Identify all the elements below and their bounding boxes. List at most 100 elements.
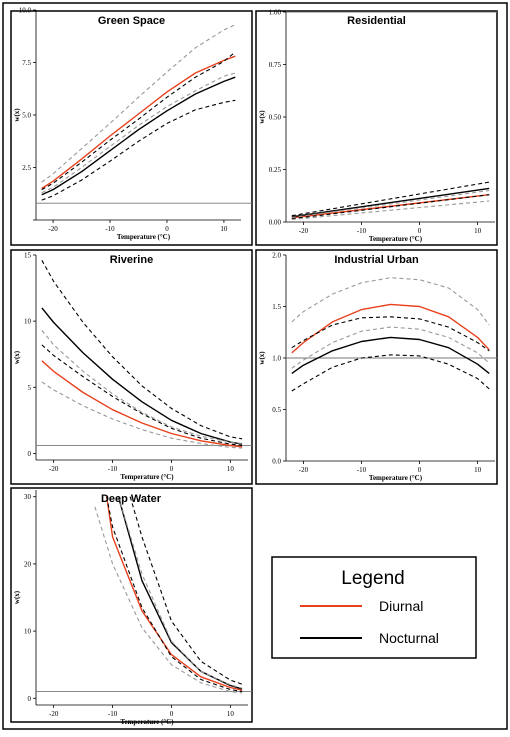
legend-box [271,556,477,659]
series-line-riverine-4 [41,330,243,445]
x-tick-label-industrial-urban: 0 [418,466,422,474]
x-tick-label-deep-water: -10 [108,710,118,718]
x-tick-label-residential: -20 [299,227,309,235]
panel-title-industrial-urban: Industrial Urban [334,254,419,266]
x-axis-label-industrial-urban: Temperature (°C) [369,474,423,482]
panel-frame-industrial-urban [255,249,498,485]
y-axis-label-riverine: w(x) [13,350,21,364]
series-line-industrial-urban-5 [291,326,490,369]
y-tick-label-green-space: 5.0 [22,112,31,120]
x-tick-label-industrial-urban: 10 [474,466,482,474]
y-tick-label-industrial-urban: 2.0 [272,252,281,260]
x-tick-label-industrial-urban: -20 [299,466,309,474]
series-line-green-space-2 [41,51,236,191]
series-line-green-space-0 [41,55,236,190]
y-tick-label-riverine: 0 [28,450,32,458]
panel-frame-riverine [10,249,253,485]
y-axis-label-industrial-urban: w(x) [258,351,266,365]
series-line-riverine-2 [41,260,243,440]
x-tick-label-riverine: -20 [49,465,59,473]
series-line-industrial-urban-2 [291,316,490,352]
series-line-riverine-5 [41,381,243,449]
y-tick-label-industrial-urban: 0.5 [272,406,281,414]
y-tick-label-green-space: 2.5 [22,164,31,172]
x-tick-label-residential: -10 [357,227,367,235]
x-tick-label-green-space: -20 [48,225,58,233]
series-line-deep-water-3 [106,496,243,693]
series-line-residential-4 [291,189,490,218]
series-line-green-space-1 [41,76,236,196]
panel-frame-residential [255,10,498,246]
y-axis-label-residential: w(x) [258,110,266,124]
chart-riverine: 0 5 10 15 -20 -10 0 10 Temperature (°C) w(x) River… [10,249,253,485]
chart-green-space: 2.5 5.0 7.5 10.0 -20 -10 0 10 Temperature (°C) w(… [10,7,253,246]
y-tick-label-deep-water: 30 [24,493,32,501]
panel-title-green-space: Green Space [98,15,165,27]
series-line-deep-water-5 [94,506,243,694]
y-tick-label-residential: 0.75 [269,61,282,69]
series-line-deep-water-0 [106,496,243,691]
y-tick-label-green-space: 7.5 [22,59,31,67]
y-tick-label-residential: 0.25 [269,166,282,174]
x-tick-label-riverine: 10 [227,465,235,473]
panel-frame-green-space [10,10,253,246]
x-axis-label-riverine: Temperature (°C) [120,473,174,481]
series-line-green-space-5 [41,72,236,194]
x-tick-label-deep-water: 0 [170,710,174,718]
y-tick-label-industrial-urban: 1.5 [272,303,281,311]
series-line-residential-3 [291,194,490,220]
x-axis-label-deep-water: Temperature (°C) [120,718,174,726]
y-tick-label-riverine: 5 [28,384,32,392]
y-tick-label-residential: 0.50 [269,114,282,122]
y-tick-label-riverine: 10 [24,318,32,326]
series-line-riverine-3 [41,344,243,447]
series-line-residential-1 [291,187,490,218]
y-tick-label-riverine: 15 [24,252,32,260]
x-tick-label-green-space: -10 [105,225,115,233]
x-axis-label-green-space: Temperature (°C) [117,233,171,241]
x-tick-label-industrial-urban: -10 [357,466,367,474]
y-tick-label-residential: 1.00 [269,9,282,17]
y-axis-label-deep-water: w(x) [13,590,21,604]
panel-title-residential: Residential [347,15,406,27]
x-axis-label-residential: Temperature (°C) [369,235,423,243]
panel-title-riverine: Riverine [110,254,153,266]
y-tick-label-deep-water: 10 [24,628,32,636]
x-tick-label-deep-water: -20 [49,710,59,718]
y-tick-label-industrial-urban: 1.0 [272,355,281,363]
x-tick-label-riverine: 0 [170,465,174,473]
legend-label-nocturnal: Nocturnal [379,630,439,646]
series-line-green-space-3 [41,99,236,201]
y-tick-label-green-space: 10.0 [19,7,32,15]
x-tick-label-deep-water: 10 [227,710,235,718]
series-line-industrial-urban-3 [291,354,490,392]
x-tick-label-riverine: -10 [108,465,118,473]
x-tick-label-residential: 0 [418,227,422,235]
series-line-deep-water-4 [117,496,243,689]
legend: Legend Diurnal Nocturnal [271,556,477,659]
series-line-riverine-1 [41,307,243,445]
series-line-residential-5 [291,200,490,221]
panels: 2.5 5.0 7.5 10.0 -20 -10 0 10 Temperature (°C) w(… [10,7,498,726]
y-tick-label-residential: 0.00 [269,219,282,227]
chart-deep-water: 0 10 20 30 -20 -10 0 10 Temperature (°C) w(x) Deep… [10,487,253,726]
y-tick-label-deep-water: 20 [24,560,32,568]
x-tick-label-residential: 10 [474,227,482,235]
series-line-riverine-0 [41,360,243,448]
series-line-residential-2 [291,181,490,217]
series-line-deep-water-2 [129,496,243,685]
legend-label-diurnal: Diurnal [379,598,423,614]
legend-title: Legend [341,568,404,589]
chart-industrial-urban: 0.0 0.5 1.0 1.5 2.0 -20 -10 0 10 Temperature (°C)… [255,249,498,485]
panel-title-deep-water: Deep Water [101,493,162,505]
chart-residential: 0.00 0.25 0.50 0.75 1.00 -20 -10 0 10 Temperature… [255,9,498,246]
series-line-industrial-urban-1 [291,336,490,374]
x-tick-label-green-space: 0 [165,225,169,233]
y-tick-label-deep-water: 0 [28,695,32,703]
x-tick-label-green-space: 10 [220,225,228,233]
series-line-green-space-4 [41,24,236,183]
y-axis-label-green-space: w(x) [13,108,21,122]
y-tick-label-industrial-urban: 0.0 [272,458,281,466]
